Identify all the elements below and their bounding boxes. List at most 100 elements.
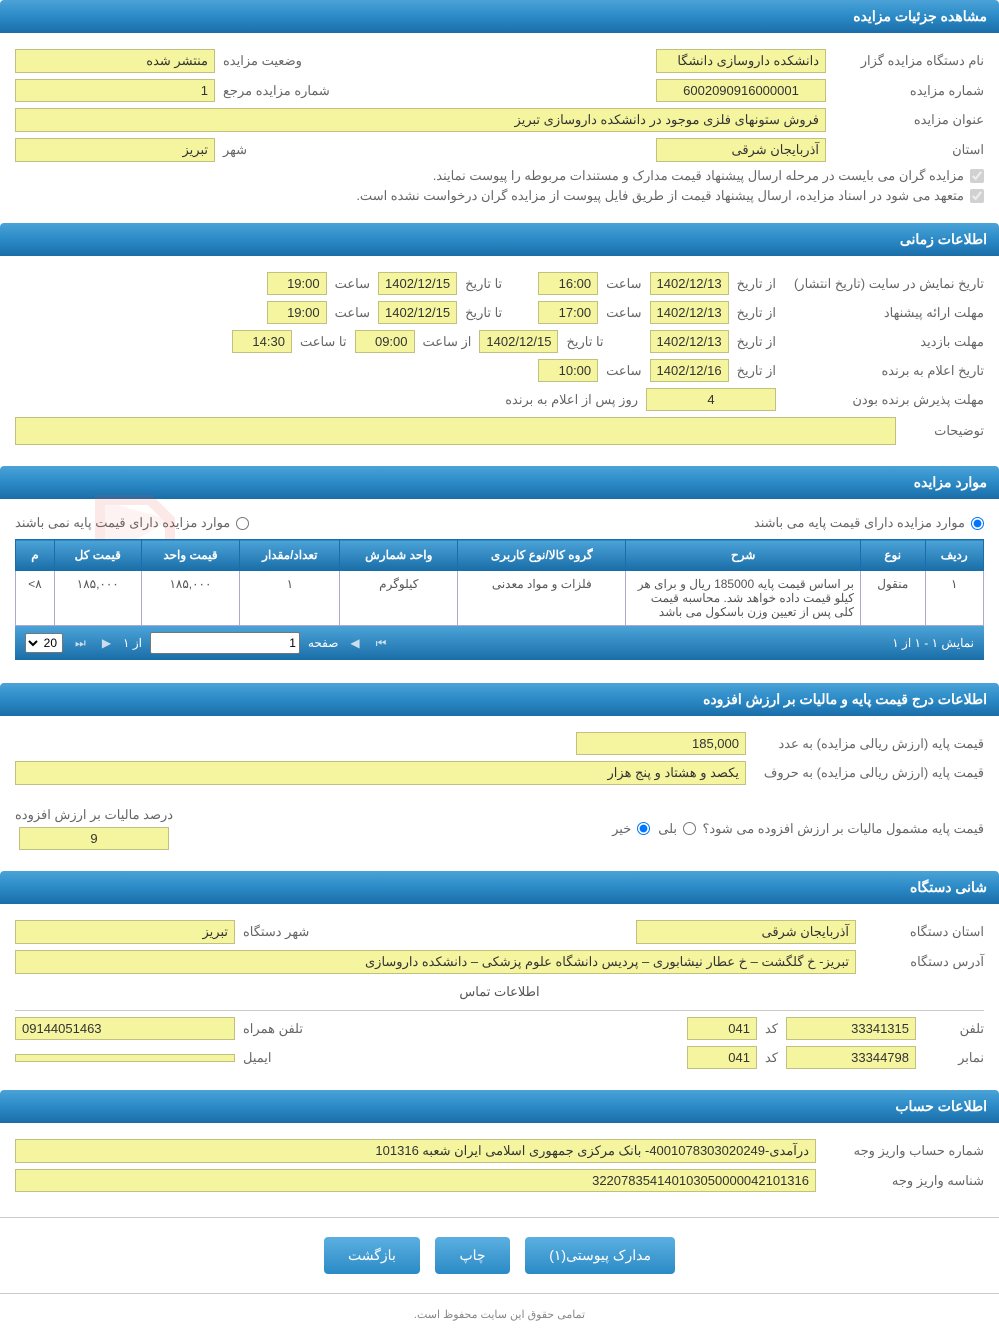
table-col-header: م xyxy=(16,540,55,571)
value-visit-to-hour: 14:30 xyxy=(232,330,292,353)
label-acc-id: شناسه واریز وجه xyxy=(824,1173,984,1189)
pager-first-icon[interactable]: ⏮ xyxy=(372,636,391,651)
label-org: نام دستگاه مزایده گزار xyxy=(834,53,984,69)
section-org-body: استان دستگاه آذربایجان شرقی شهر دستگاه ت… xyxy=(0,904,999,1090)
value-visit-to-date: 1402/12/15 xyxy=(479,330,558,353)
label-province: استان xyxy=(834,142,984,158)
section-time-header: اطلاعات زمانی xyxy=(0,223,999,256)
value-fax: 33344798 xyxy=(786,1046,916,1069)
checkbox-no-file-offer xyxy=(970,189,984,203)
radio-has-base[interactable] xyxy=(971,517,984,530)
pager-of-label: از ۱ xyxy=(123,636,142,650)
value-status: منتشر شده xyxy=(15,49,215,73)
label-from3: از تاریخ xyxy=(737,334,776,350)
table-cell: ۱۸۵,۰۰۰ xyxy=(141,571,240,626)
table-cell: ۱ xyxy=(925,571,983,626)
value-desc xyxy=(15,417,896,445)
attach-button[interactable]: مدارک پیوستی(۱) xyxy=(525,1237,675,1274)
label-from4: از تاریخ xyxy=(737,363,776,379)
table-col-header: قیمت واحد xyxy=(141,540,240,571)
label-from1: از تاریخ xyxy=(737,276,776,292)
value-visit-from-hour: 09:00 xyxy=(355,330,415,353)
value-org: دانشکده داروسازی دانشگا xyxy=(656,49,826,73)
pager-size-select[interactable]: 20 xyxy=(25,633,63,653)
label-acc: شماره حساب واریز وجه xyxy=(824,1143,984,1159)
table-cell: ۱ xyxy=(240,571,340,626)
label-check1: مزایده گران می بایست در مرحله ارسال پیشن… xyxy=(433,168,964,184)
section-price-body: قیمت پایه (ارزش ریالی مزایده) به عدد 185… xyxy=(0,716,999,871)
value-code2: 041 xyxy=(687,1046,757,1069)
value-number: 6002090916000001 xyxy=(656,79,826,102)
label-no-base: موارد مزایده دارای قیمت پایه نمی باشند xyxy=(15,515,230,531)
table-row: ۱منقولبر اساس قیمت پایه 185000 ریال و بر… xyxy=(16,571,984,626)
table-col-header: نوع xyxy=(860,540,925,571)
section-items-header: موارد مزایده xyxy=(0,466,999,499)
label-hour1: ساعت xyxy=(606,276,641,292)
contact-header: اطلاعات تماس xyxy=(15,984,984,1000)
label-vat-pct: درصد مالیات بر ارزش افزوده xyxy=(15,807,173,823)
radio-no-base[interactable] xyxy=(236,517,249,530)
label-desc: توضیحات xyxy=(904,423,984,439)
label-publish: تاریخ نمایش در سایت (تاریخ انتشار) xyxy=(784,276,984,292)
label-to3: تا تاریخ xyxy=(566,334,603,350)
radio-vat-no[interactable] xyxy=(637,822,650,835)
value-city: تبریز xyxy=(15,138,215,162)
value-org-city: تبریز xyxy=(15,920,235,944)
label-hour1b: ساعت xyxy=(335,276,370,292)
label-to1: تا تاریخ xyxy=(465,276,502,292)
pager-prev-icon[interactable]: ◀ xyxy=(346,636,363,650)
value-code1: 041 xyxy=(687,1017,757,1040)
value-publish-from-date: 1402/12/13 xyxy=(650,272,729,295)
table-col-header: واحد شمارش xyxy=(340,540,458,571)
label-code1: کد xyxy=(765,1021,778,1037)
table-cell: فلزات و مواد معدنی xyxy=(458,571,626,626)
value-email xyxy=(15,1054,235,1062)
label-phone: تلفن xyxy=(924,1021,984,1037)
label-org-address: آدرس دستگاه xyxy=(864,954,984,970)
section-price-header: اطلاعات درج قیمت پایه و مالیات بر ارزش ا… xyxy=(0,683,999,716)
footer-text: تمامی حقوق این سایت محفوظ است. xyxy=(0,1298,999,1331)
label-fromhour3: از ساعت xyxy=(423,334,472,350)
value-ref: 1 xyxy=(15,79,215,102)
pager-next-icon[interactable]: ▶ xyxy=(98,636,115,650)
label-org-province: استان دستگاه xyxy=(864,924,984,940)
label-mobile: تلفن همراه xyxy=(243,1021,303,1037)
label-accept-suffix: روز پس از اعلام به برنده xyxy=(505,392,638,408)
label-has-base: موارد مزایده دارای قیمت پایه می باشند xyxy=(754,515,965,531)
label-base-num: قیمت پایه (ارزش ریالی مزایده) به عدد xyxy=(754,736,984,752)
label-code2: کد xyxy=(765,1050,778,1066)
print-button[interactable]: چاپ xyxy=(435,1237,509,1274)
checkbox-attach-docs xyxy=(970,169,984,183)
table-col-header: تعداد/مقدار xyxy=(240,540,340,571)
label-no: خیر xyxy=(612,821,631,837)
table-cell: ۱۸۵,۰۰۰ xyxy=(54,571,141,626)
label-winner: تاریخ اعلام به برنده xyxy=(784,363,984,379)
value-org-province: آذربایجان شرقی xyxy=(636,920,856,944)
pager-showing: نمایش ۱ - ۱ از ۱ xyxy=(892,636,974,650)
table-col-header: گروه کالا/نوع کاربری xyxy=(458,540,626,571)
label-hour4: ساعت xyxy=(606,363,641,379)
value-acc: درآمدی-4001078303020249- بانک مرکزی جمهو… xyxy=(15,1139,816,1163)
value-accept-days: 4 xyxy=(646,388,776,411)
value-publish-to-hour: 19:00 xyxy=(267,272,327,295)
section-details-body: نام دستگاه مزایده گزار دانشکده داروسازی … xyxy=(0,33,999,223)
table-cell: ۸> xyxy=(16,571,55,626)
section-account-body: شماره حساب واریز وجه درآمدی-400107830302… xyxy=(0,1123,999,1213)
label-check2: متعهد می شود در اسناد مزایده، ارسال پیشن… xyxy=(356,188,964,204)
back-button[interactable]: بازگشت xyxy=(324,1237,420,1274)
value-offer-from-date: 1402/12/13 xyxy=(650,301,729,324)
label-offer: مهلت ارائه پیشنهاد xyxy=(784,305,984,321)
radio-vat-yes[interactable] xyxy=(683,822,696,835)
label-org-city: شهر دستگاه xyxy=(243,924,309,940)
pager-last-icon[interactable]: ⏭ xyxy=(71,636,90,651)
value-publish-to-date: 1402/12/15 xyxy=(378,272,457,295)
label-status: وضعیت مزایده xyxy=(223,53,302,69)
label-number: شماره مزایده xyxy=(834,83,984,99)
label-visit: مهلت بازدید xyxy=(784,334,984,350)
value-phone: 33341315 xyxy=(786,1017,916,1040)
section-account-header: اطلاعات حساب xyxy=(0,1090,999,1123)
value-title: فروش ستونهای فلزی موجود در دانشکده داروس… xyxy=(15,108,826,132)
table-cell: کیلوگرم xyxy=(340,571,458,626)
pager-page-input[interactable] xyxy=(150,632,300,654)
label-title: عنوان مزایده xyxy=(834,112,984,128)
